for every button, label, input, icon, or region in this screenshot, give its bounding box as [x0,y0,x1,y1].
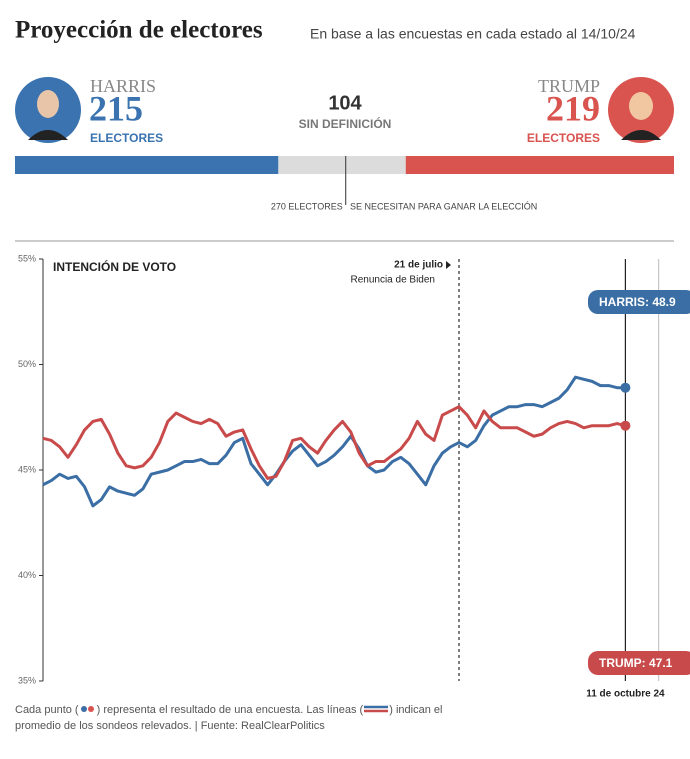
chart-title: INTENCIÓN DE VOTO [53,259,176,274]
y-tick-label: 40% [18,570,36,580]
footnote: Cada punto ( ) representa el resultado de… [15,702,465,734]
y-tick-label: 35% [18,675,36,685]
annotation: Renuncia de Biden [350,275,435,286]
dot-blue [80,706,87,712]
end-dot [620,420,631,431]
y-tick-label: 55% [18,253,36,263]
harris-name: HARRIS [90,76,156,96]
marker-arrow [446,261,451,269]
dot-icon [80,706,94,712]
end-label-box [588,290,690,314]
threshold-label: 270 ELECTORES [271,201,343,211]
end-label-box [588,651,690,675]
footnote-text: Cada punto ( [15,704,79,716]
harris-face [37,90,59,118]
electoral-bar [405,156,674,174]
dot-red [87,706,94,712]
y-tick-label: 45% [18,464,36,474]
series-line [42,405,626,480]
page-title: Proyección de electores [15,17,263,44]
series-line [42,375,626,508]
chart: Proyección de electores En base a las en… [15,17,690,700]
end-label: HARRIS: 48.9 [599,295,676,309]
trump-label: ELECTORES [527,131,600,145]
trump-name: TRUMP [538,76,600,96]
electoral-bar [278,156,406,174]
harris-label: ELECTORES [90,131,163,145]
trump-face [629,92,653,120]
footnote-text: ) representa el resultado de una encuest… [96,704,364,716]
footnote-text: ) indican el promedio de los sondeos rel… [15,704,443,732]
marker-label: 11 de octubre 24 [586,689,665,700]
y-tick-label: 50% [18,359,36,369]
harris-votes: 215 [89,88,143,128]
undecided-label: SIN DEFINICIÓN [299,116,392,131]
trump-votes: 219 [546,88,600,128]
electoral-bar [15,156,279,174]
undecided-votes: 104 [328,92,362,114]
harris-shoulders [28,130,68,140]
threshold-note: SE NECESITAN PARA GANAR LA ELECCIÓN [350,201,537,211]
page-subtitle: En base a las encuestas en cada estado a… [310,26,636,42]
line-icon [364,705,389,713]
marker-label: 21 de julio [394,260,443,271]
trump-shoulders [621,130,661,140]
end-dot [620,382,631,393]
end-label: TRUMP: 47.1 [599,656,673,670]
